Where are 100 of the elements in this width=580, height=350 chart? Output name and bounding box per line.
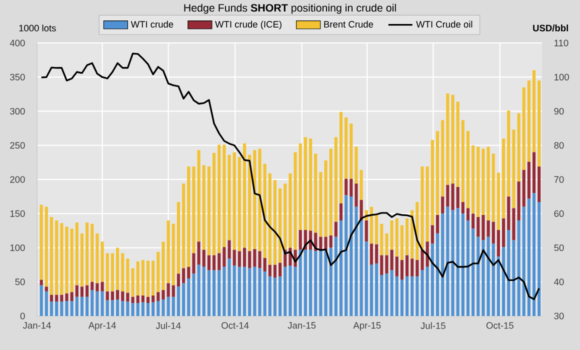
bar [492, 244, 495, 316]
bar [324, 160, 328, 237]
bar [106, 253, 109, 292]
bar [182, 283, 186, 316]
bar [420, 166, 424, 250]
bar [324, 236, 328, 250]
bar [512, 130, 516, 208]
bar [400, 260, 404, 280]
bar [212, 152, 216, 256]
y-tick-label: 200 [10, 176, 25, 183]
bar [406, 276, 409, 316]
y2-tick-label: 70 [554, 176, 564, 183]
bar [253, 266, 256, 316]
bar [436, 131, 440, 215]
bar [319, 250, 322, 316]
bar [212, 255, 216, 270]
bar [410, 258, 414, 276]
bar [116, 300, 120, 316]
bar [172, 285, 175, 297]
bar [304, 137, 307, 230]
bar [278, 262, 282, 276]
bar [482, 148, 485, 215]
bar [176, 274, 180, 287]
bar [116, 290, 120, 300]
bar [354, 206, 358, 316]
bar [242, 266, 246, 316]
bar [344, 117, 348, 179]
bar [380, 275, 384, 316]
bar [50, 302, 54, 316]
bar [375, 244, 378, 264]
bar [370, 264, 374, 316]
bar [136, 296, 140, 304]
bar [486, 146, 490, 220]
bar [172, 224, 175, 286]
x-tick-label: Jan-14 [22, 322, 51, 329]
bar [242, 143, 246, 248]
bar [248, 154, 252, 252]
bar [466, 131, 470, 208]
bar [192, 166, 196, 254]
bar [50, 217, 54, 295]
bar [380, 255, 384, 276]
bar [538, 202, 541, 316]
bar [90, 282, 94, 290]
bar [426, 166, 429, 242]
y-tick-label: 350 [10, 74, 25, 80]
bar [75, 222, 78, 286]
y2-tick-label: 90 [554, 108, 564, 115]
y-tick-label: 100 [10, 244, 25, 252]
bar [197, 150, 200, 242]
bar [334, 236, 338, 316]
bar [288, 173, 292, 248]
bar [202, 250, 206, 267]
bar [502, 218, 506, 248]
bar [131, 296, 134, 304]
bar [476, 236, 480, 316]
bar [329, 248, 332, 316]
bar [121, 300, 124, 316]
bar [400, 225, 404, 260]
bar [406, 255, 409, 276]
bar [350, 196, 353, 316]
y-tick-label: 50 [15, 278, 25, 286]
bar [253, 249, 256, 267]
bar [197, 242, 200, 265]
bar [131, 303, 134, 316]
legend-label: Brent Crude [324, 20, 374, 28]
bar [482, 214, 485, 240]
bar [187, 266, 190, 278]
bar [238, 266, 241, 316]
bar [263, 164, 266, 258]
legend-label: WTI crude (ICE) [215, 20, 282, 30]
bar [278, 188, 282, 263]
bar [273, 264, 277, 278]
bar [176, 286, 180, 316]
bar [258, 268, 262, 316]
bar [60, 294, 64, 302]
bar [451, 210, 454, 316]
bar [273, 180, 277, 265]
bar [60, 302, 64, 316]
bar [456, 208, 460, 316]
bar [152, 260, 155, 296]
bar [461, 214, 464, 316]
bar [492, 154, 495, 222]
y2-axis-title: USD/bbl [533, 24, 568, 32]
bar [385, 274, 388, 316]
bar [86, 296, 89, 316]
bar [472, 228, 475, 316]
bar [329, 148, 332, 236]
bar [131, 268, 134, 297]
y-tick-label: 300 [10, 108, 25, 115]
bar [110, 253, 114, 292]
bar [65, 300, 68, 316]
bar [482, 240, 485, 316]
y2-tick-label: 40 [554, 278, 564, 286]
bar [502, 138, 506, 218]
bar [86, 285, 89, 297]
bar [522, 206, 526, 316]
bar [441, 214, 444, 316]
bar [80, 233, 84, 287]
bar [166, 296, 170, 316]
bar [466, 208, 470, 220]
